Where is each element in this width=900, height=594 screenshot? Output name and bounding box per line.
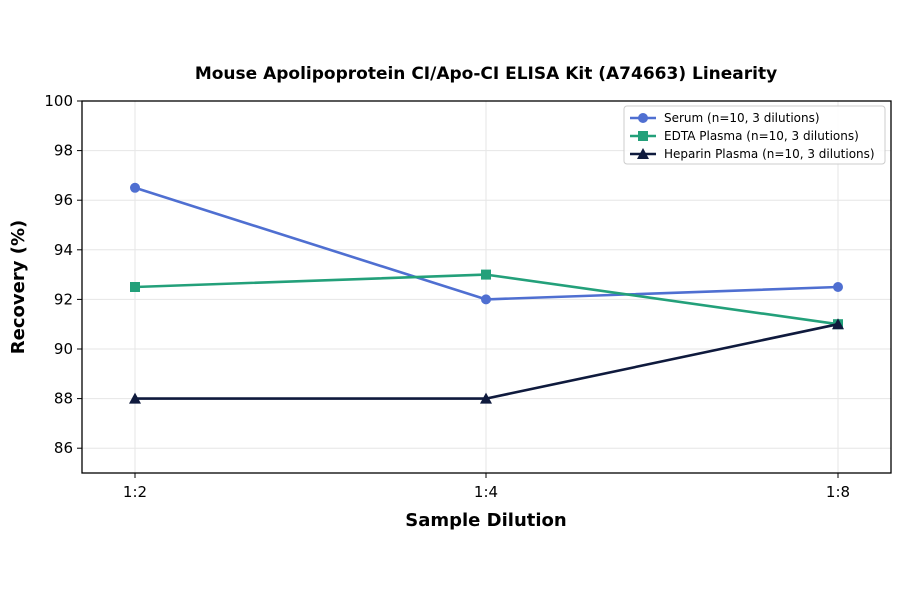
- legend: Serum (n=10, 3 dilutions) EDTA Plasma (n=…: [623, 105, 886, 165]
- legend-marker: [638, 131, 648, 141]
- x-axis-label: Sample Dilution: [405, 510, 566, 531]
- data-point: [481, 269, 491, 280]
- legend-item: EDTA Plasma (n=10, 3 dilutions): [630, 129, 859, 143]
- y-tick-label: 90: [54, 340, 73, 358]
- series-3: [129, 318, 844, 404]
- y-tick-label: 96: [54, 191, 73, 209]
- legend-label: Serum (n=10, 3 dilutions): [664, 111, 820, 125]
- x-tick-label: 1:8: [826, 483, 850, 501]
- data-point: [480, 392, 492, 404]
- data-point: [833, 282, 843, 292]
- legend-box: [623, 105, 886, 165]
- legend-label: Heparin Plasma (n=10, 3 dilutions): [664, 147, 875, 161]
- x-tick-label: 1:2: [123, 483, 147, 501]
- data-point: [130, 282, 140, 292]
- chart-title: Mouse Apolipoprotein CI/Apo-CI ELISA Kit…: [195, 64, 777, 84]
- x-tick-label: 1:4: [474, 483, 498, 501]
- legend-item: Heparin Plasma (n=10, 3 dilutions): [630, 147, 875, 161]
- data-point: [129, 392, 141, 404]
- series-1: [130, 182, 843, 305]
- y-tick-label: 98: [54, 142, 73, 160]
- data-point: [130, 182, 140, 193]
- y-tick-label: 92: [54, 290, 73, 308]
- y-tick-label: 100: [44, 92, 73, 110]
- series-layer: [129, 182, 844, 404]
- legend-marker: [638, 113, 648, 123]
- y-tick-label: 88: [54, 390, 73, 408]
- y-axis: 86 88 90 92 94 96 98 100: [44, 92, 82, 457]
- legend-item: Serum (n=10, 3 dilutions): [630, 111, 820, 125]
- y-tick-label: 86: [54, 439, 73, 457]
- x-axis: 1:2 1:4 1:8: [123, 473, 850, 501]
- data-point: [481, 294, 491, 305]
- legend-marker: [637, 148, 649, 159]
- legend-label: EDTA Plasma (n=10, 3 dilutions): [664, 129, 859, 143]
- y-axis-label: Recovery (%): [8, 220, 29, 354]
- data-point: [832, 318, 844, 330]
- y-tick-label: 94: [54, 241, 73, 259]
